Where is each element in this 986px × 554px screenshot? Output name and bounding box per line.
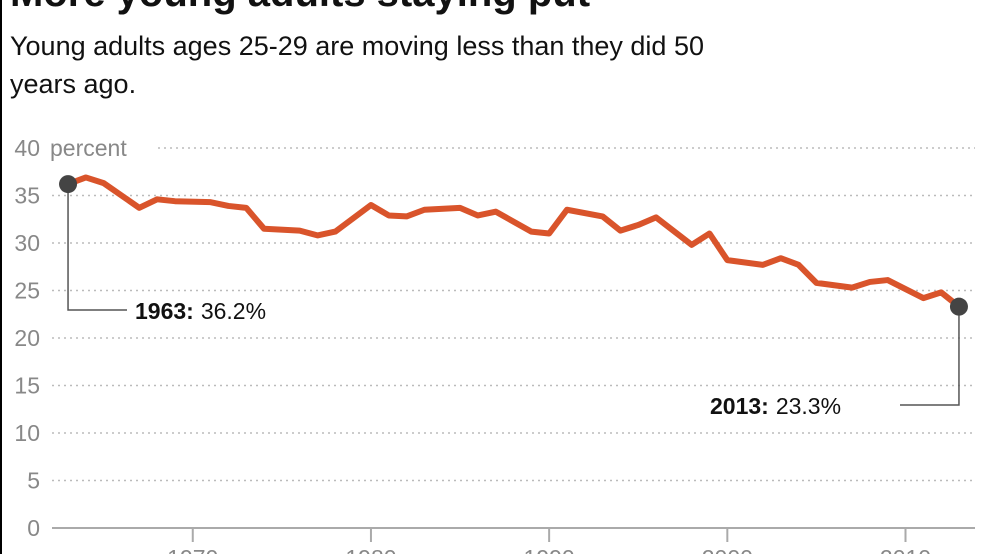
annotation-text: 2013: 23.3% xyxy=(710,393,841,419)
x-tick-label: 1990 xyxy=(524,545,575,554)
chart-title: More young adults staying put xyxy=(10,0,590,15)
data-line xyxy=(66,174,961,309)
annotation: 2013: 23.3% xyxy=(710,297,968,419)
leader-line xyxy=(67,184,127,311)
y-unit-label: percent xyxy=(50,135,127,161)
leader-line xyxy=(900,306,960,406)
y-tick-label: 30 xyxy=(14,230,40,256)
annotation-year: 2013: xyxy=(710,393,769,419)
annotation: 1963: 36.2% xyxy=(59,175,266,324)
end-dot xyxy=(949,297,968,316)
y-tick-label: 5 xyxy=(27,468,40,494)
annotation-value: 23.3% xyxy=(776,393,841,419)
annotation-text: 1963: 36.2% xyxy=(135,298,266,324)
x-tick-label: 1980 xyxy=(345,545,396,554)
x-tick-label: 1970 xyxy=(167,545,218,554)
y-tick-label: 40 xyxy=(14,135,40,161)
x-tick-label: 2000 xyxy=(702,545,753,554)
y-tick-label: 10 xyxy=(14,420,40,446)
end-dot xyxy=(59,175,78,194)
x-tick-label: 2010 xyxy=(880,545,931,554)
y-tick-label: 25 xyxy=(14,278,40,304)
chart-subtitle: Young adults ages 25-29 are moving less … xyxy=(10,31,704,61)
y-tick-label: 35 xyxy=(14,183,40,209)
annotation-year: 1963: xyxy=(135,298,194,324)
y-tick-label: 15 xyxy=(14,373,40,399)
y-tick-label: 0 xyxy=(27,515,40,541)
chart-subtitle: years ago. xyxy=(10,69,136,99)
annotation-value: 36.2% xyxy=(201,298,266,324)
y-tick-label: 20 xyxy=(14,325,40,351)
